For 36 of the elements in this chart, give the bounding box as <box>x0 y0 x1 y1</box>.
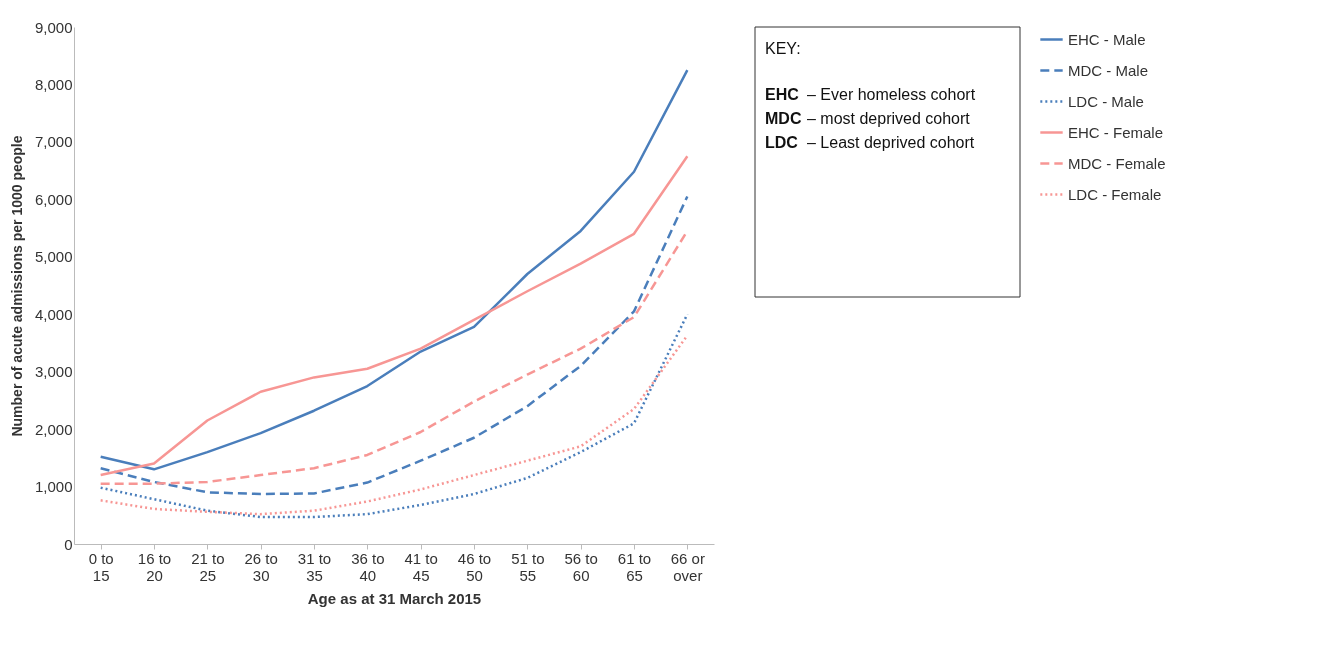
text: EHC – Ever homeless cohort <box>765 86 976 103</box>
y-tick-label: 9,000 <box>34 18 73 36</box>
y-tick-label: 1,000 <box>34 478 73 496</box>
x-tick-label: 66 or over <box>670 549 705 584</box>
legend-label: MDC - Male <box>1068 61 1149 79</box>
text: LDC – Least deprived cohort <box>765 134 975 151</box>
x-tick-label: 16 to 20 <box>137 549 172 584</box>
legend-label: MDC - Female <box>1068 154 1166 172</box>
y-tick-label: 2,000 <box>34 420 73 438</box>
x-tick-label: 26 to 30 <box>244 549 278 584</box>
text: KEY: <box>765 40 801 57</box>
x-tick-label: 31 to 35 <box>297 549 332 584</box>
x-tick-label: 36 to 40 <box>351 549 385 584</box>
x-tick-label: 51 to 55 <box>511 549 545 584</box>
line-series <box>99 155 689 477</box>
y-tick-label: 6,000 <box>34 190 73 208</box>
legend-label: LDC - Male <box>1068 92 1144 110</box>
y-tick-label: 8,000 <box>34 75 73 93</box>
x-tick-label: 56 to 60 <box>564 549 598 584</box>
x-tick-label: 46 to 50 <box>457 549 492 584</box>
legend-label: EHC - Male <box>1068 30 1146 48</box>
y-axis-title: Number of acute admissions per 1000 people <box>8 135 25 437</box>
x-tick-label: 21 to 25 <box>191 549 225 584</box>
x-tick-label: 41 to 45 <box>404 549 438 584</box>
y-tick-label: 4,000 <box>34 305 73 323</box>
x-tick-label: 0 to 15 <box>88 549 114 584</box>
y-tick-label: 5,000 <box>34 248 73 266</box>
y-tick-label: 0 <box>64 535 73 553</box>
legend-label: EHC - Female <box>1068 123 1164 141</box>
x-tick-label: 61 to 65 <box>617 549 652 584</box>
text: MDC – most deprived cohort <box>765 110 970 127</box>
y-tick-label: 3,000 <box>34 363 73 381</box>
y-tick-label: 7,000 <box>34 133 73 151</box>
line-series <box>99 68 689 471</box>
x-axis-title: Age as at 31 March 2015 <box>307 589 482 607</box>
legend-label: LDC - Female <box>1068 185 1162 203</box>
